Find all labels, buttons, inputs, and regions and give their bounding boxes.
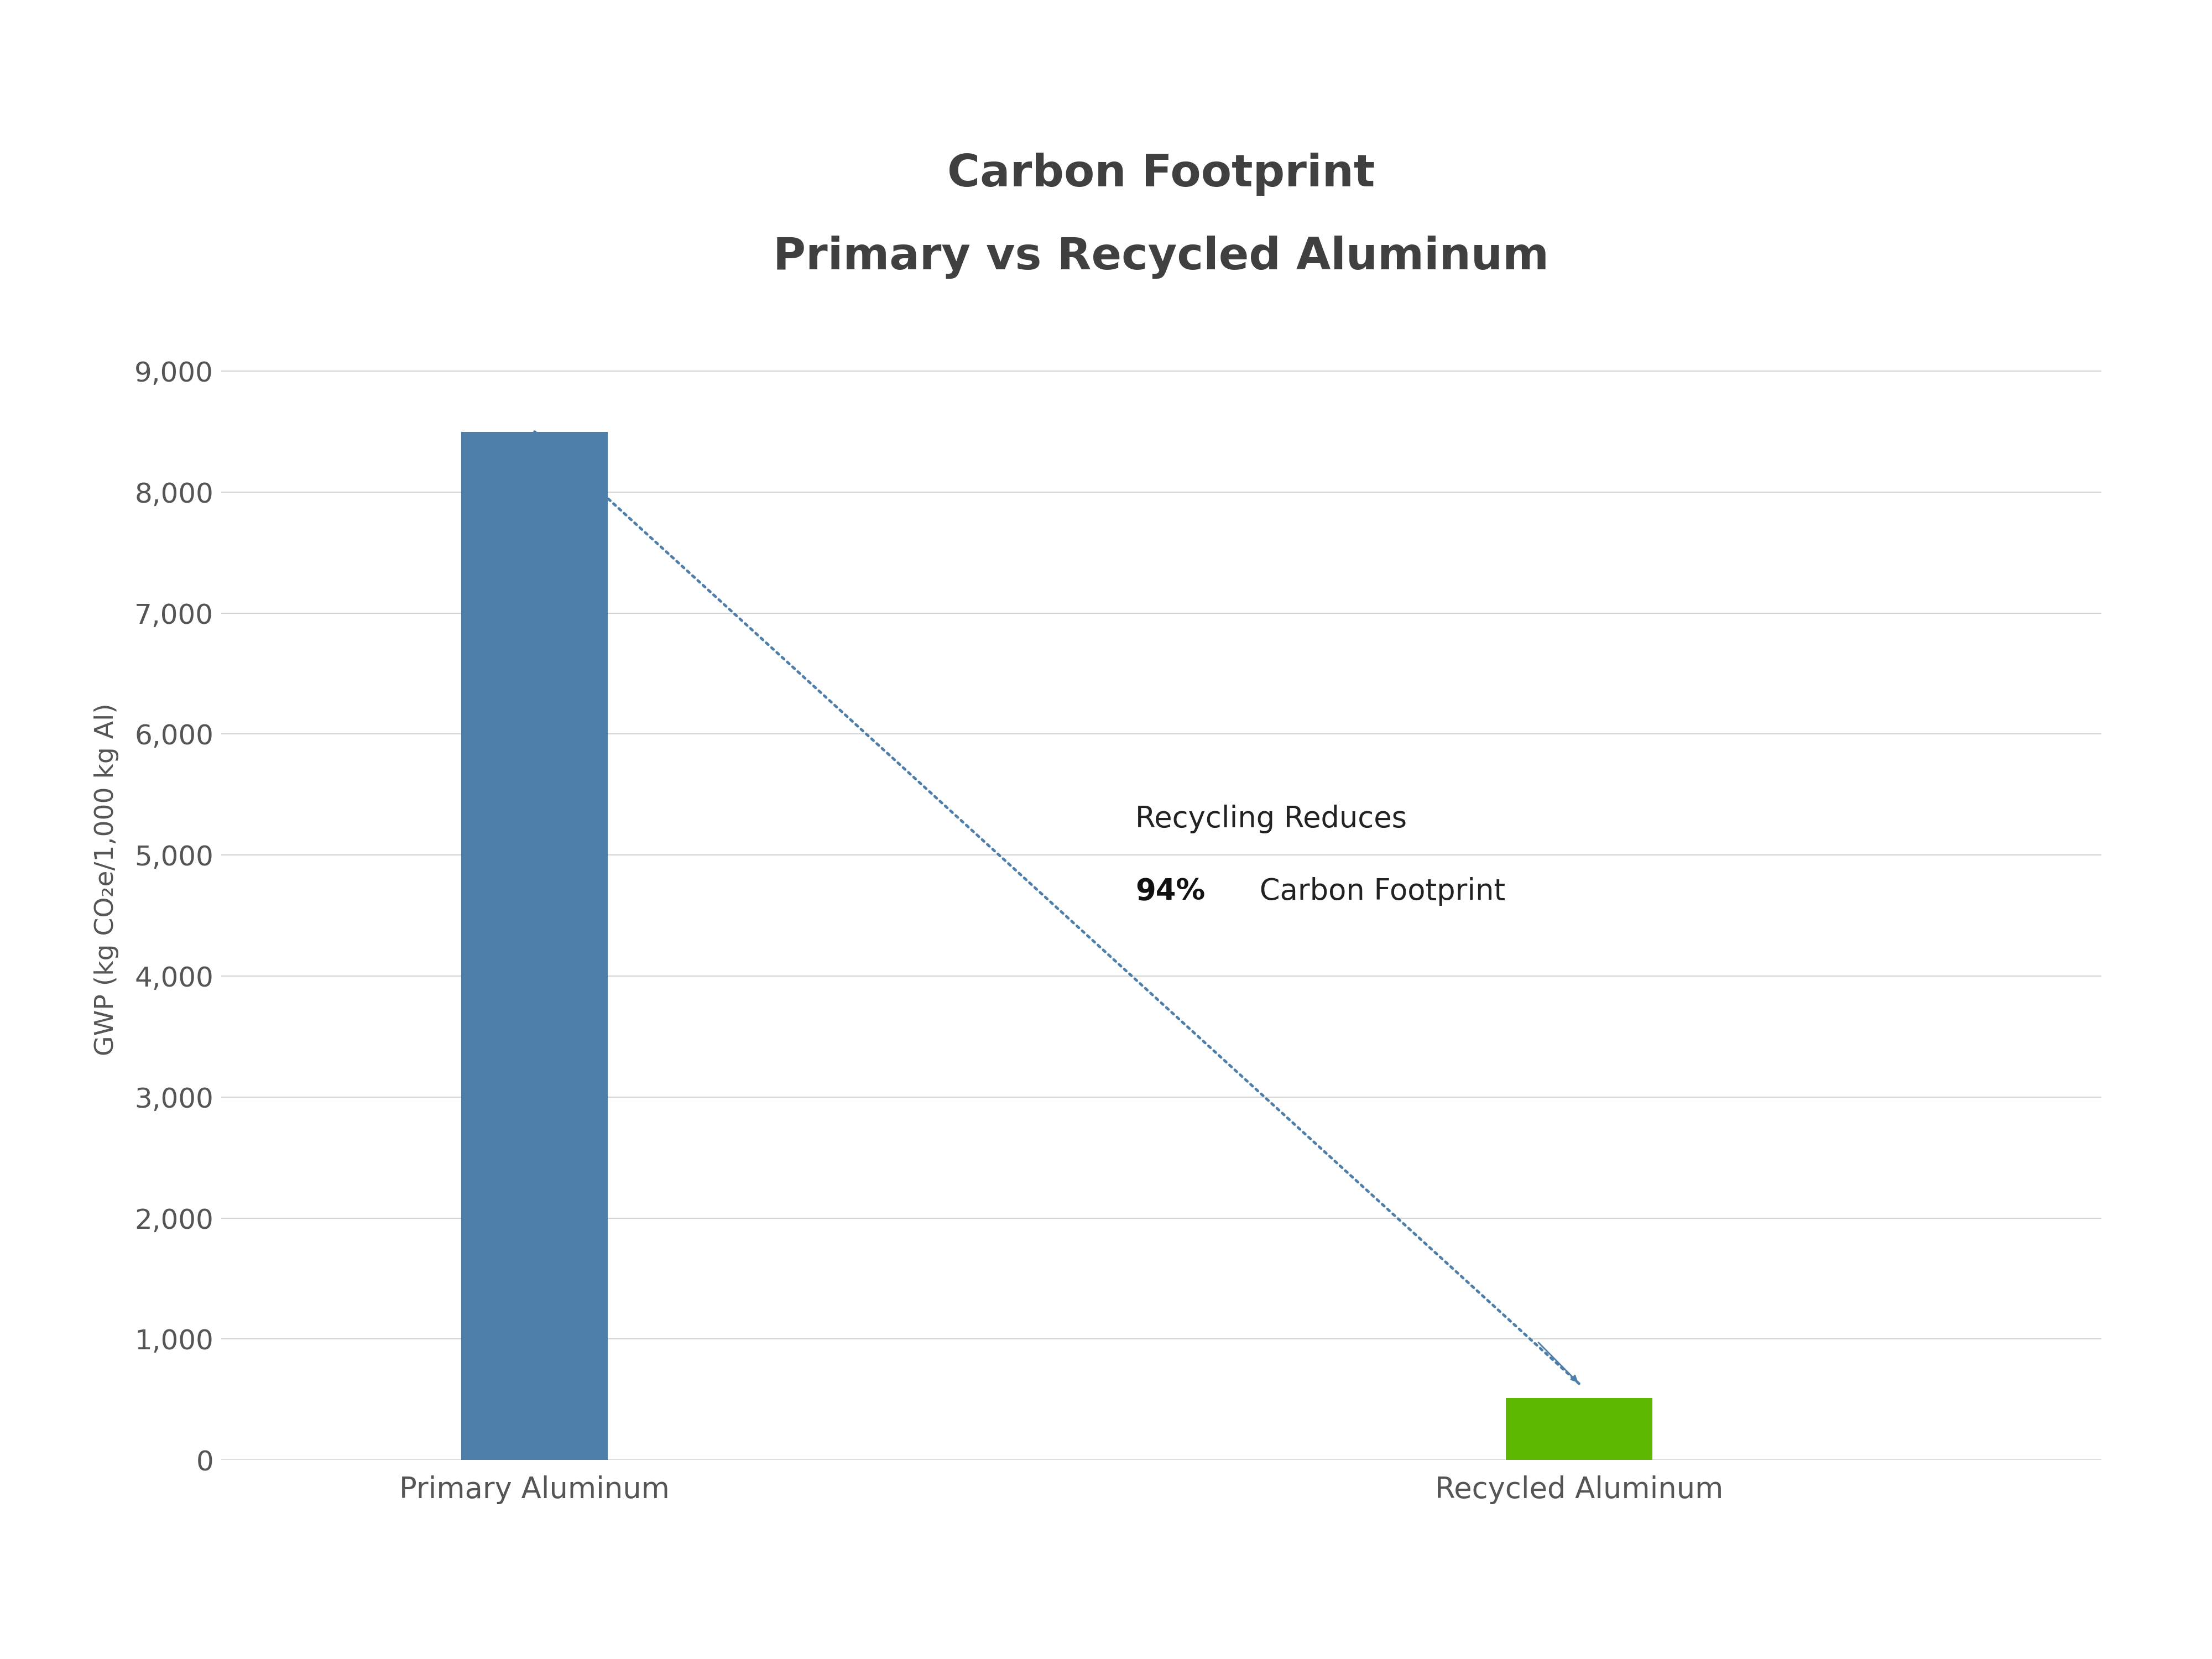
Text: Carbon Footprint: Carbon Footprint bbox=[1250, 878, 1504, 906]
Y-axis label: GWP (kg CO₂e/1,000 kg Al): GWP (kg CO₂e/1,000 kg Al) bbox=[95, 703, 119, 1055]
Text: Recycling Reduces: Recycling Reduces bbox=[1135, 805, 1407, 833]
Bar bbox=[1506, 1399, 1652, 1460]
Text: 94%: 94% bbox=[1135, 878, 1206, 906]
Text: Carbon Footprint: Carbon Footprint bbox=[947, 153, 1376, 196]
Bar bbox=[462, 431, 608, 1460]
Text: Primary vs Recycled Aluminum: Primary vs Recycled Aluminum bbox=[774, 236, 1548, 279]
